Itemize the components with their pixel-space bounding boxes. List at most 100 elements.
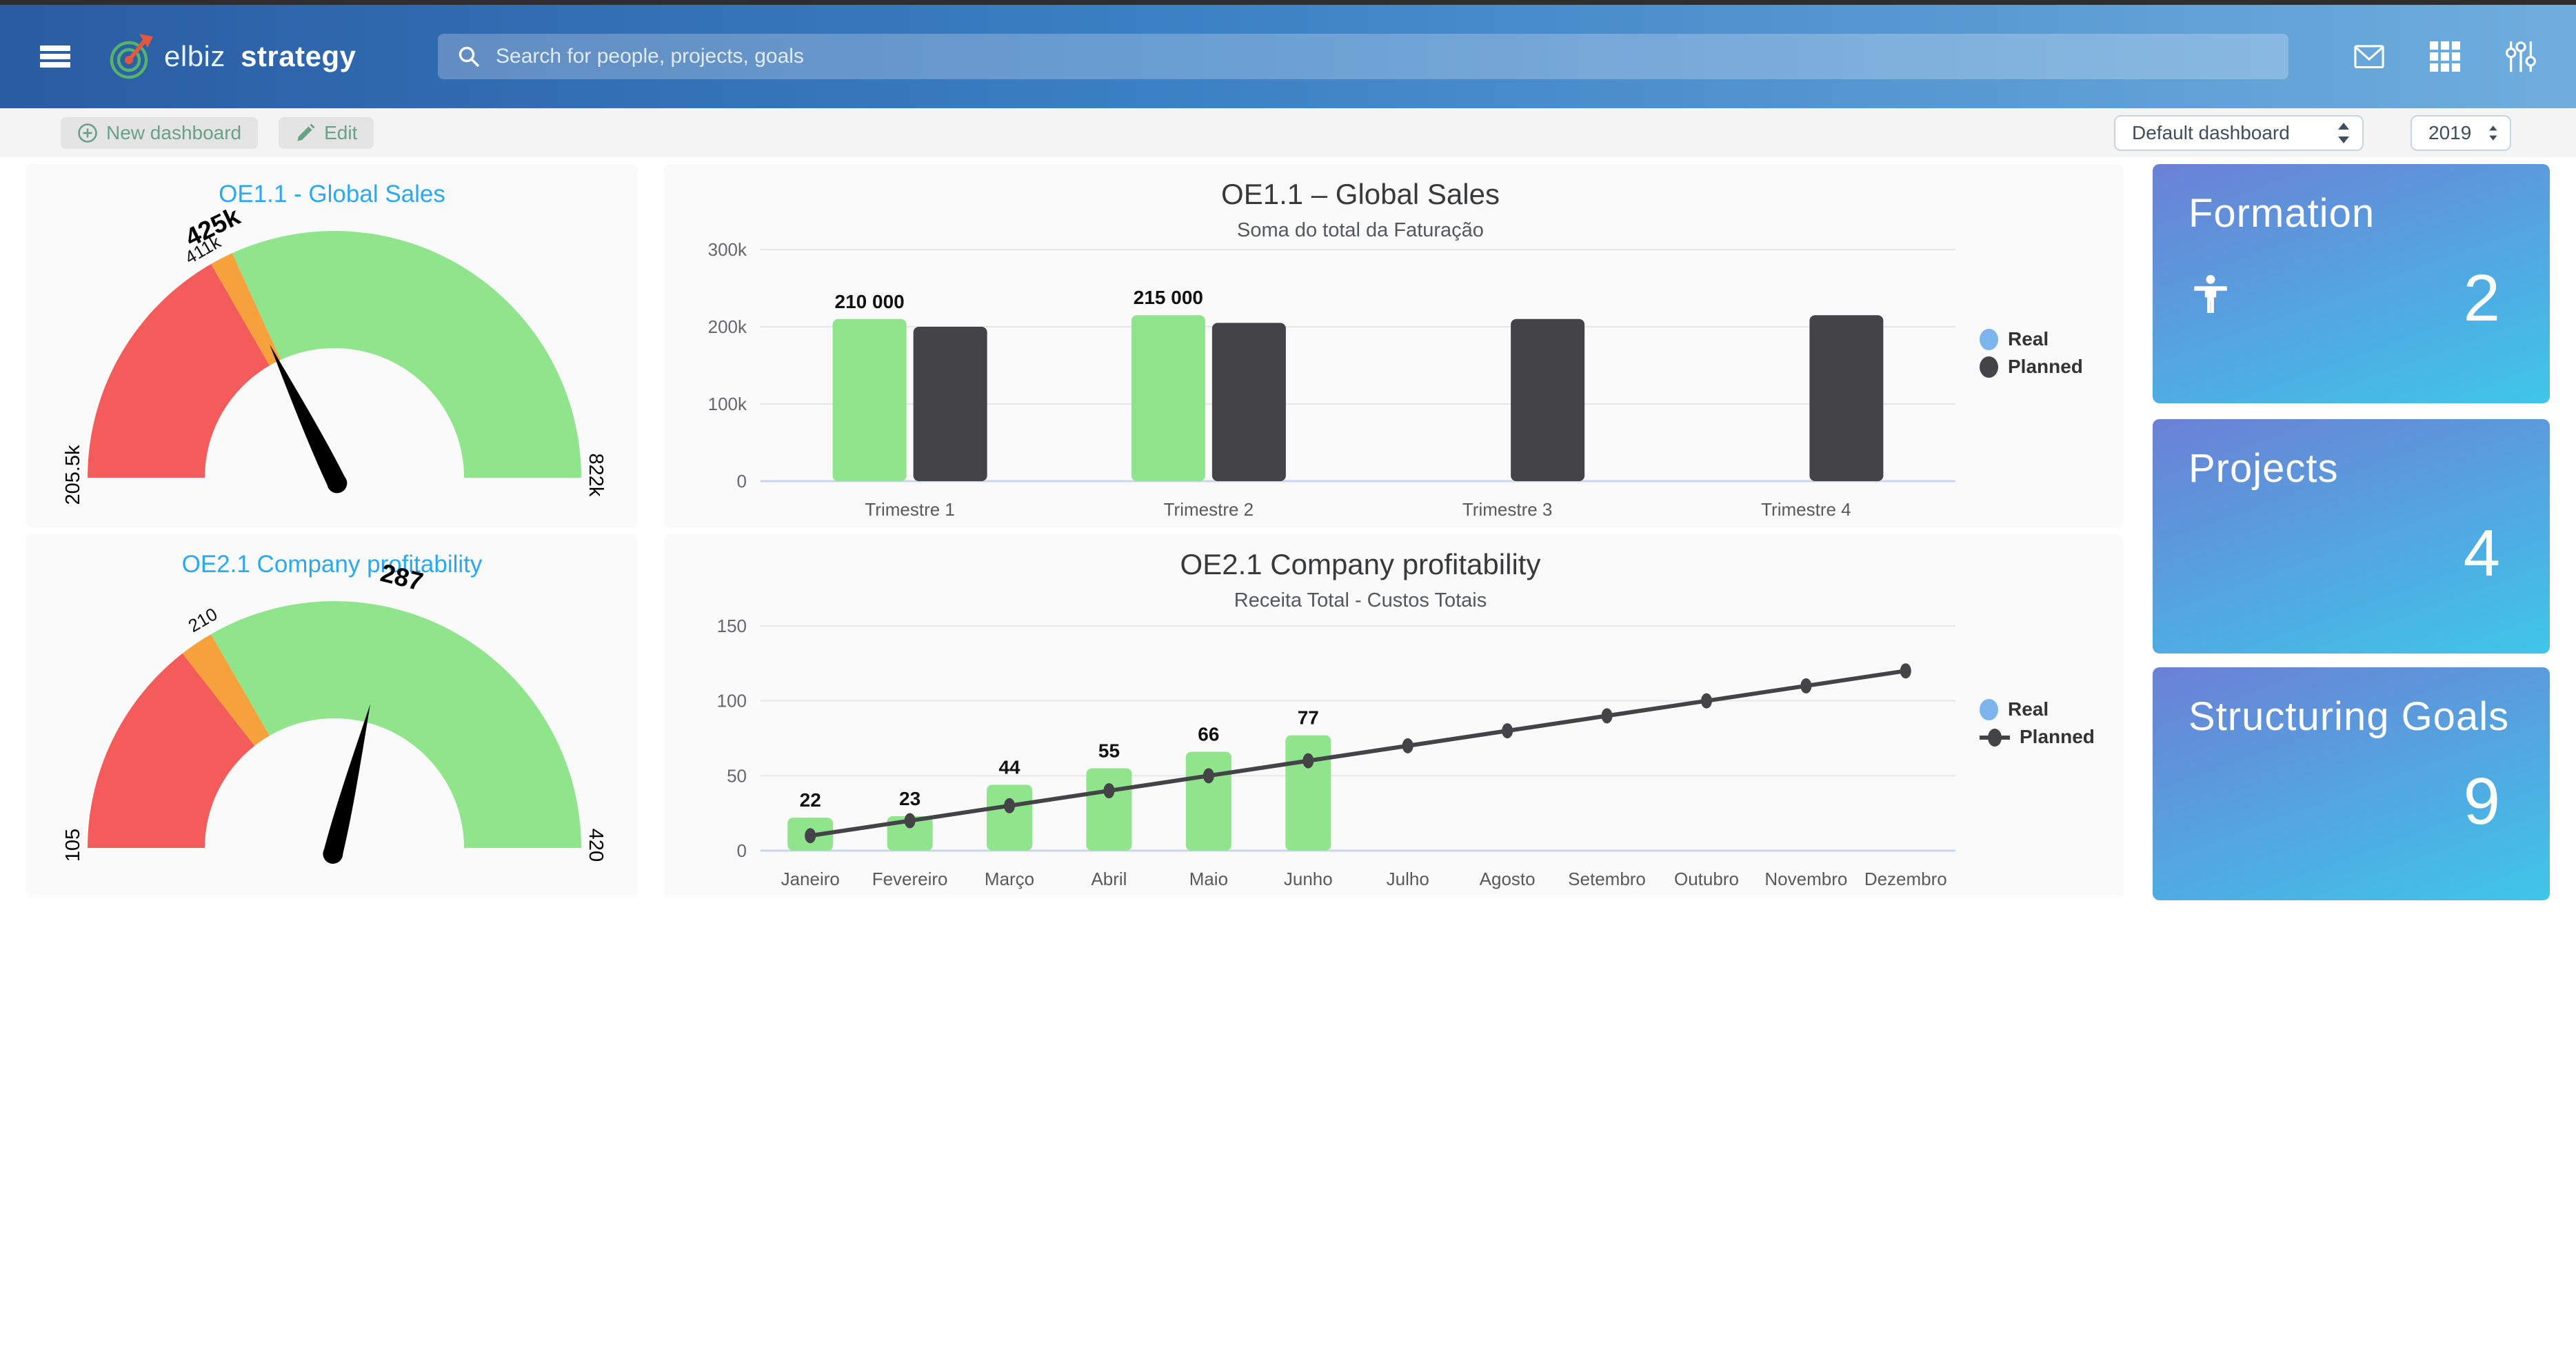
x-tick-label: Agosto: [1480, 869, 1536, 889]
new-dashboard-button[interactable]: New dashboard: [61, 117, 259, 149]
line-point[interactable]: [1601, 708, 1613, 724]
x-tick-label: Trimestre 3: [1462, 499, 1553, 520]
brand-secondary: strategy: [241, 40, 356, 72]
menu-bar: [40, 62, 70, 68]
year-select[interactable]: 2019: [2411, 114, 2511, 151]
edit-button[interactable]: Edit: [279, 117, 374, 149]
gauge-title: OE2.1 Company profitability: [181, 551, 483, 578]
gauge-band: [211, 253, 281, 366]
line-point[interactable]: [805, 828, 816, 844]
bar-real[interactable]: [832, 318, 907, 481]
bar-real[interactable]: [1086, 768, 1132, 851]
gauge-panel-global-sales: OE1.1 - Global Sales 411k 425k 205.5k 822k: [26, 164, 638, 527]
y-tick-label: 300k: [708, 239, 747, 260]
bar-real[interactable]: [887, 816, 933, 851]
chart-legend: Real Planned: [1980, 328, 2083, 378]
gauge-min-label: 205.5k: [62, 445, 84, 505]
line-point[interactable]: [1502, 723, 1513, 739]
gauge-max-label: 822k: [585, 454, 607, 497]
bar-real[interactable]: [1131, 315, 1205, 481]
bar-real[interactable]: [1285, 735, 1331, 851]
menu-icon[interactable]: [40, 45, 70, 68]
y-tick-label: 100k: [708, 394, 747, 414]
mail-icon[interactable]: [2354, 41, 2384, 72]
y-tick-label: 200k: [708, 316, 747, 337]
gauge-band: [232, 231, 581, 478]
line-point[interactable]: [1004, 798, 1016, 813]
apps-grid-icon[interactable]: [2430, 41, 2460, 72]
kpi-card-formation[interactable]: Formation 2: [2153, 164, 2550, 403]
bar-data-label: 55: [1098, 740, 1120, 761]
select-arrows-icon: [2338, 122, 2349, 143]
gauge-panel-profitability: OE2.1 Company profitability 210 287 105 420: [26, 534, 638, 898]
chart-subtitle: Receita Total - Custos Totais: [1234, 589, 1487, 611]
x-tick-label: Janeiro: [781, 869, 840, 889]
bar-planned[interactable]: [1809, 315, 1884, 481]
legend-label: Real: [2008, 328, 2049, 350]
chart-title: OE1.1 – Global Sales: [1221, 178, 1500, 210]
gauge-band: [88, 653, 255, 848]
gauge-max-label: 420: [585, 829, 607, 862]
legend-label: Real: [2008, 698, 2049, 720]
legend-item-planned[interactable]: Planned: [1980, 356, 2083, 378]
kpi-card-projects[interactable]: Projects 4: [2153, 419, 2550, 654]
dashboard-select[interactable]: Default dashboard: [2114, 114, 2364, 151]
line-point[interactable]: [1302, 753, 1314, 769]
menu-bar: [40, 54, 70, 59]
bar-data-label: 23: [899, 788, 920, 809]
search-input[interactable]: [496, 45, 2220, 68]
bar-real[interactable]: [987, 784, 1033, 851]
legend-dot: [1988, 728, 2002, 747]
y-tick-label: 50: [727, 765, 747, 786]
plus-circle-icon: [78, 123, 97, 143]
y-tick-label: 0: [737, 840, 747, 861]
line-point[interactable]: [904, 813, 916, 829]
chart-subtitle: Soma do total da Faturação: [1237, 219, 1484, 241]
legend-marker-planned: [1980, 356, 1998, 378]
legend-label: Planned: [2008, 356, 2083, 377]
top-strip: [0, 0, 2576, 5]
chart-legend: Real Planned: [1980, 698, 2095, 748]
bar-planned[interactable]: [1211, 323, 1286, 481]
bar-planned[interactable]: [1511, 318, 1585, 481]
x-tick-label: Setembro: [1568, 869, 1646, 889]
x-tick-label: Outubro: [1674, 869, 1739, 889]
sliders-icon[interactable]: [2506, 41, 2536, 72]
bar-real[interactable]: [1185, 751, 1231, 851]
line-point[interactable]: [1800, 678, 1812, 693]
bar-data-label: 77: [1298, 707, 1319, 729]
search-icon: [459, 46, 479, 67]
gauge-needle[interactable]: [321, 702, 380, 866]
y-tick-label: 0: [737, 471, 747, 492]
kpi-card-structuring-goals[interactable]: Structuring Goals 9: [2153, 667, 2550, 900]
select-arrows-icon: [2489, 125, 2497, 141]
line-point[interactable]: [1700, 693, 1712, 709]
legend-item-planned[interactable]: Planned: [1980, 726, 2095, 748]
legend-item-real[interactable]: Real: [1980, 328, 2083, 350]
kpi-card-value: 9: [2463, 764, 2500, 838]
gauge-chart-profitability: 210 287 105 420: [62, 558, 607, 866]
line-point[interactable]: [1900, 663, 1911, 679]
pencil-icon: [297, 123, 315, 141]
line-point[interactable]: [1402, 738, 1413, 753]
x-tick-label: Dezembro: [1864, 869, 1947, 889]
legend-item-real[interactable]: Real: [1980, 698, 2095, 720]
x-tick-label: Trimestre 1: [865, 499, 955, 520]
brand-logo[interactable]: elbiz strategy: [106, 32, 356, 81]
legend-marker-real: [1980, 328, 1998, 350]
kpi-card-title: Formation: [2188, 191, 2375, 236]
x-tick-label: Julho: [1387, 869, 1429, 889]
search-bar[interactable]: [438, 34, 2288, 79]
gauge-needle[interactable]: [261, 340, 350, 496]
kpi-card-title: Projects: [2188, 446, 2339, 491]
gauge-band: [211, 601, 581, 848]
accessibility-person-icon: [2194, 274, 2227, 313]
line-point[interactable]: [1203, 768, 1214, 784]
line-point[interactable]: [1103, 783, 1115, 799]
line-planned: [809, 669, 1906, 838]
bar-data-label: 210 000: [835, 291, 905, 312]
bar-planned[interactable]: [913, 327, 987, 481]
target-logo-icon: [110, 34, 153, 79]
